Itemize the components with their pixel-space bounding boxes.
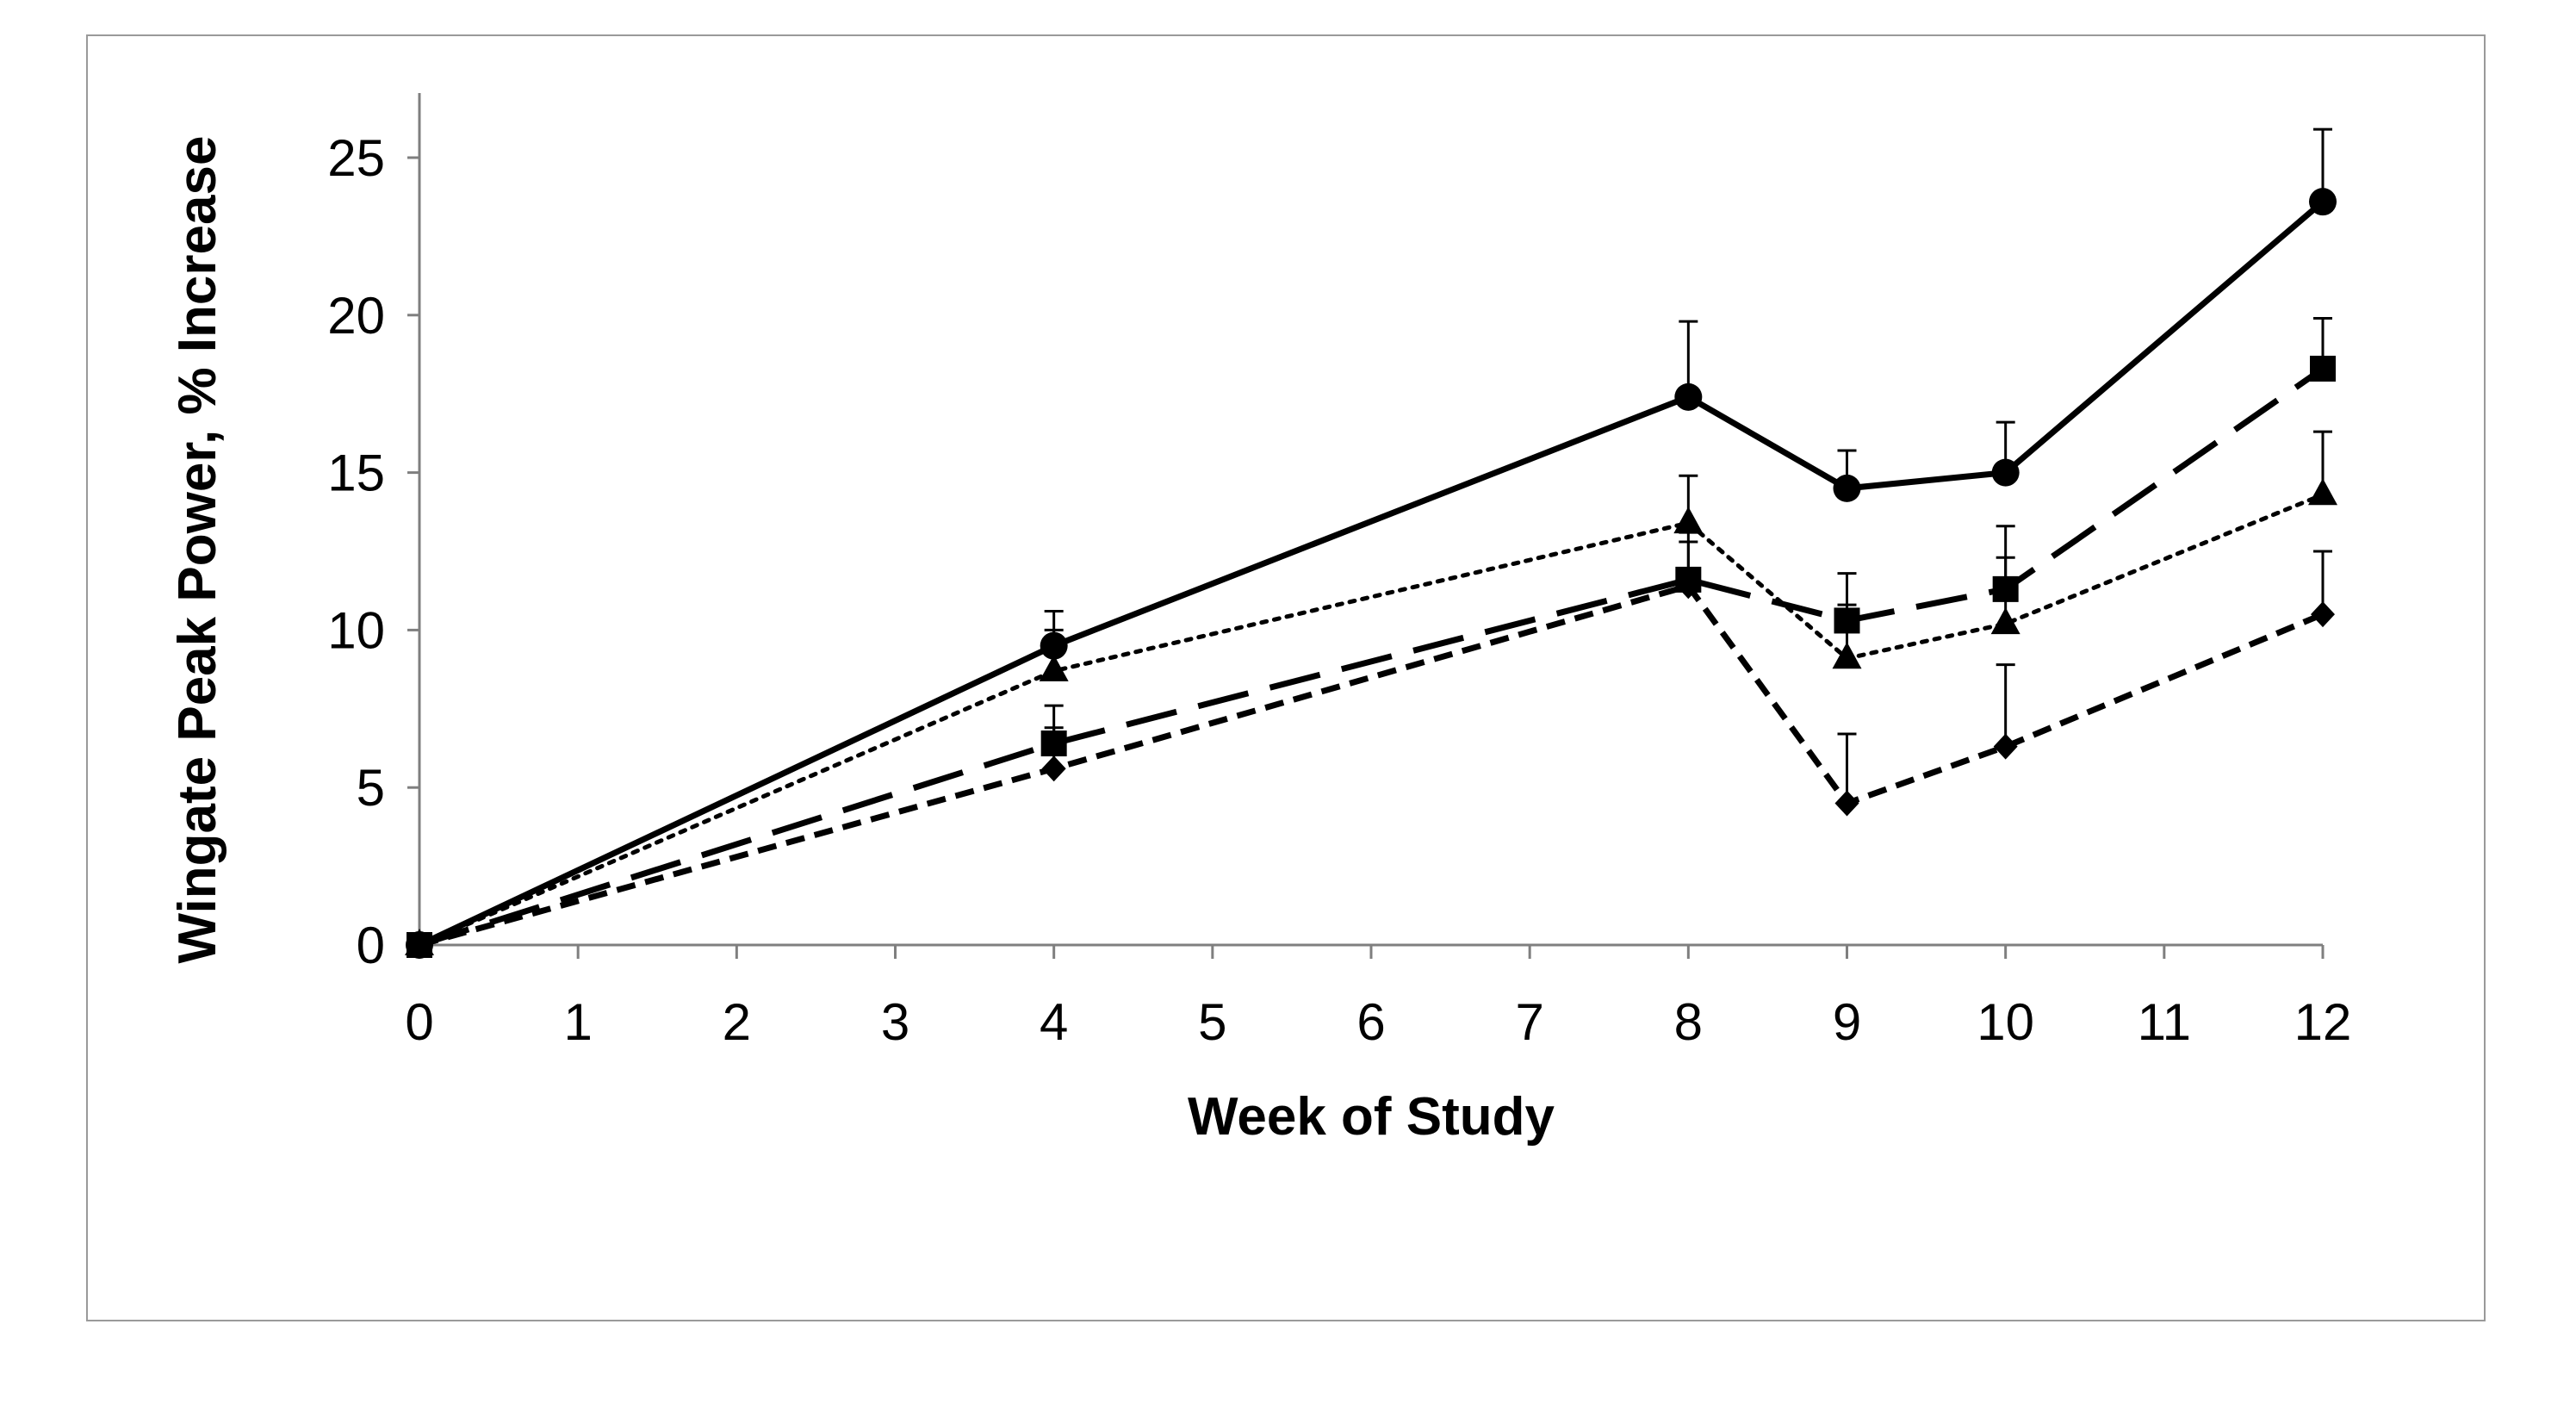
y-tick-label: 0 (357, 917, 385, 974)
marker-square-long-dash (1993, 576, 2019, 602)
y-tick-label: 20 (327, 287, 385, 345)
marker-triangle-dotted (1673, 507, 1703, 533)
marker-circle-solid (2309, 188, 2337, 215)
x-tick-label: 10 (1977, 993, 2034, 1051)
series-markers (405, 188, 2337, 959)
x-tick-label: 6 (1356, 993, 1385, 1051)
marker-circle-solid (1834, 475, 1861, 502)
line-chart: 05101520250123456789101112 Week of Study… (0, 0, 2576, 1405)
marker-circle-solid (1992, 459, 2020, 487)
series-line-circle-solid (419, 202, 2323, 945)
y-axis-title: Wingate Peak Power, % Increase (168, 136, 227, 964)
x-tick-label: 8 (1674, 993, 1703, 1051)
series-lines (419, 202, 2323, 945)
x-tick-label: 11 (2138, 993, 2191, 1051)
x-tick-label: 3 (881, 993, 909, 1051)
marker-diamond-short-dash (1835, 790, 1859, 816)
error-bars (1045, 129, 2332, 803)
x-tick-label: 1 (563, 993, 592, 1051)
marker-circle-solid (1674, 383, 1702, 411)
x-axis-title: Week of Study (1188, 1087, 1555, 1147)
y-tick-label: 25 (327, 129, 385, 187)
y-tick-label: 15 (327, 445, 385, 502)
series-line-diamond-short-dash (419, 586, 2323, 945)
y-tick-label: 10 (327, 601, 385, 659)
series-line-square-long-dash (419, 369, 2323, 945)
marker-square-long-dash (1041, 730, 1067, 756)
x-tick-label: 12 (2294, 993, 2352, 1051)
x-tick-label: 2 (723, 993, 751, 1051)
x-tick-label: 5 (1198, 993, 1226, 1051)
x-tick-label: 0 (405, 993, 433, 1051)
marker-triangle-dotted (2308, 478, 2337, 505)
y-tick-label: 5 (357, 759, 385, 817)
x-tick-label: 7 (1515, 993, 1543, 1051)
x-tick-label: 9 (1833, 993, 1861, 1051)
series-line-triangle-dotted (419, 494, 2323, 945)
tick-labels: 05101520250123456789101112 (327, 129, 2351, 1051)
marker-square-long-dash (1834, 607, 1860, 633)
marker-diamond-short-dash (2311, 601, 2335, 627)
marker-diamond-short-dash (1042, 755, 1066, 781)
marker-diamond-short-dash (1994, 734, 2018, 760)
x-tick-label: 4 (1040, 993, 1068, 1051)
marker-square-long-dash (2310, 356, 2336, 382)
